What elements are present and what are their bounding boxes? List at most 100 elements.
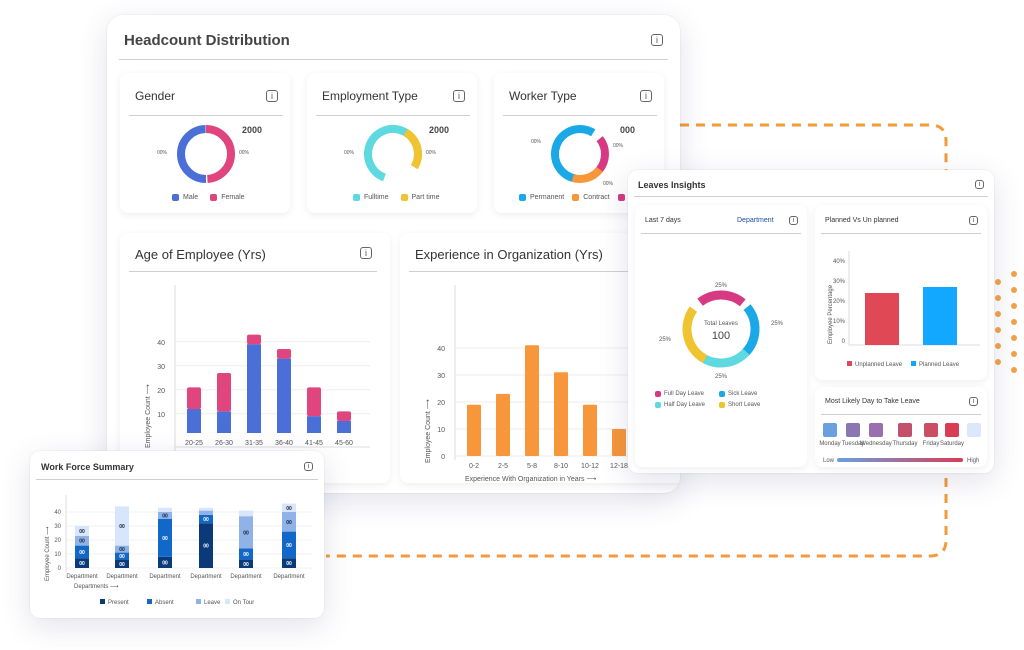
planned-divider xyxy=(821,233,981,234)
scale-bar xyxy=(837,458,963,462)
workforce-segment xyxy=(239,510,253,517)
legend-male: Male xyxy=(172,194,198,201)
day-cell xyxy=(924,423,938,437)
x-tick-label: Department xyxy=(230,574,262,580)
day-cell xyxy=(967,423,981,437)
legend-swatch xyxy=(225,599,230,604)
gender-panel: Gender i 00% 00% 2000 Male Female xyxy=(120,73,290,213)
x-tick-label: 26-30 xyxy=(215,440,233,447)
likely-panel: Most Likely Day to Take Leave i Monday Tu… xyxy=(815,387,987,467)
legend-half-day: Half Day Leave xyxy=(655,402,719,408)
workforce-segment xyxy=(75,526,89,536)
day-label: Wednesday xyxy=(860,441,892,447)
segment-label: 00 xyxy=(79,561,85,567)
headcount-divider xyxy=(119,59,668,60)
workforce-chart: 40302010000000000Department00000000Depar… xyxy=(45,495,312,606)
segment-label: 00 xyxy=(79,539,85,545)
planned-chart: 40% 30% 20% 10% 0 Employee Percentage Unplanne… xyxy=(828,251,980,368)
last7-divider xyxy=(641,233,801,234)
wf-y-label: Employee Count ⟶ xyxy=(45,526,51,581)
y-tick-label: 10% xyxy=(833,319,846,325)
workforce-segment xyxy=(282,531,296,559)
day-label: Friday xyxy=(923,441,940,447)
workforce-segment xyxy=(199,507,213,511)
legend-swatch xyxy=(100,599,105,604)
y-tick-label: 10 xyxy=(157,412,165,419)
age-divider xyxy=(129,271,377,272)
employment-info-icon[interactable]: i xyxy=(453,90,465,102)
workforce-segment xyxy=(158,519,172,557)
workforce-segment xyxy=(282,512,296,532)
segment-label: 00 xyxy=(286,543,292,549)
segment-label: 00 xyxy=(286,506,292,512)
legend-label: Fulltime xyxy=(364,194,389,201)
scale-high: High xyxy=(967,458,979,464)
gender-info-icon[interactable]: i xyxy=(266,90,278,102)
x-tick-label: 2-5 xyxy=(498,463,508,470)
worker-left-pct: 00% xyxy=(531,139,542,145)
pct-right: 25% xyxy=(771,321,784,327)
y-tick-label: 30% xyxy=(833,279,846,285)
scale-low: Low xyxy=(823,458,835,464)
workforce-title: Work Force Summary xyxy=(41,462,134,472)
day-cell xyxy=(898,423,912,437)
workforce-segment xyxy=(75,558,89,568)
x-tick-label: 45-60 xyxy=(335,440,353,447)
employment-divider xyxy=(316,115,470,116)
wf-x-label: Departments ⟶ xyxy=(74,584,119,590)
likely-info-icon[interactable]: i xyxy=(969,397,978,406)
experience-chart: 40 30 20 10 0 0-2 2-5 5-8 8-10 10-12 12-18 Employee… xyxy=(425,285,680,483)
legend-label: On Tour xyxy=(233,600,254,606)
legend-unplanned: Unplanned Leave xyxy=(855,362,903,368)
pct-top: 25% xyxy=(715,283,728,289)
age-bar-blue xyxy=(277,358,291,433)
workforce-segment xyxy=(158,556,172,568)
workforce-segment xyxy=(239,548,253,560)
workforce-segment xyxy=(115,559,129,568)
legend-label: Absent xyxy=(155,600,174,606)
segment-label: 00 xyxy=(79,550,85,556)
legend-swatch xyxy=(196,599,201,604)
workforce-segment xyxy=(75,545,89,559)
planned-info-icon[interactable]: i xyxy=(969,216,978,225)
age-info-icon[interactable]: i xyxy=(360,247,372,259)
experience-bar xyxy=(612,429,626,456)
gender-title: Gender xyxy=(135,89,176,103)
headcount-title: Headcount Distribution xyxy=(124,32,290,49)
x-tick-label: Department xyxy=(273,574,305,580)
legend-label: Part time xyxy=(411,194,440,201)
x-tick-label: 0-2 xyxy=(469,463,479,470)
segment-label: 00 xyxy=(203,517,209,523)
x-tick-label: 10-12 xyxy=(581,463,599,470)
leaves-info-icon[interactable]: i xyxy=(975,180,984,189)
y-tick-label: 20 xyxy=(437,400,445,407)
pct-left: 25% xyxy=(659,337,672,343)
last7-info-icon[interactable]: i xyxy=(789,216,798,225)
experience-bar xyxy=(583,404,597,456)
worker-info-icon[interactable]: i xyxy=(640,90,652,102)
y-tick-label: 30 xyxy=(157,364,165,371)
day-cell xyxy=(823,423,837,437)
x-tick-label: 5-8 xyxy=(527,463,537,470)
worker-panel: Worker Type i 00% 00% 00% 000 Permanent … xyxy=(494,73,664,213)
legend-label: Permanent xyxy=(530,194,565,201)
likely-title: Most Likely Day to Take Leave xyxy=(825,398,920,405)
segment-label: 00 xyxy=(79,529,85,535)
workforce-segment xyxy=(158,512,172,519)
department-link[interactable]: Department xyxy=(737,217,774,224)
worker-legend: Permanent Contract I xyxy=(519,194,631,201)
workforce-info-icon[interactable]: i xyxy=(304,462,313,471)
segment-label: 00 xyxy=(162,536,168,542)
legend-label: Half Day Leave xyxy=(664,402,706,408)
worker-donut: 00% 00% 00% 000 xyxy=(531,125,635,187)
experience-bar xyxy=(496,393,510,456)
headcount-info-icon[interactable]: i xyxy=(651,34,663,46)
employment-donut: 00% 00% 2000 xyxy=(344,125,449,183)
day-label: Thursday xyxy=(892,441,917,447)
pct-bottom: 25% xyxy=(715,374,728,380)
legend-fulltime: Fulltime xyxy=(353,194,389,201)
experience-divider xyxy=(409,271,680,272)
leaves-legend: Full Day Leave Sick Leave Half Day Leave… xyxy=(655,391,781,408)
day-label: Saturday xyxy=(940,441,964,447)
